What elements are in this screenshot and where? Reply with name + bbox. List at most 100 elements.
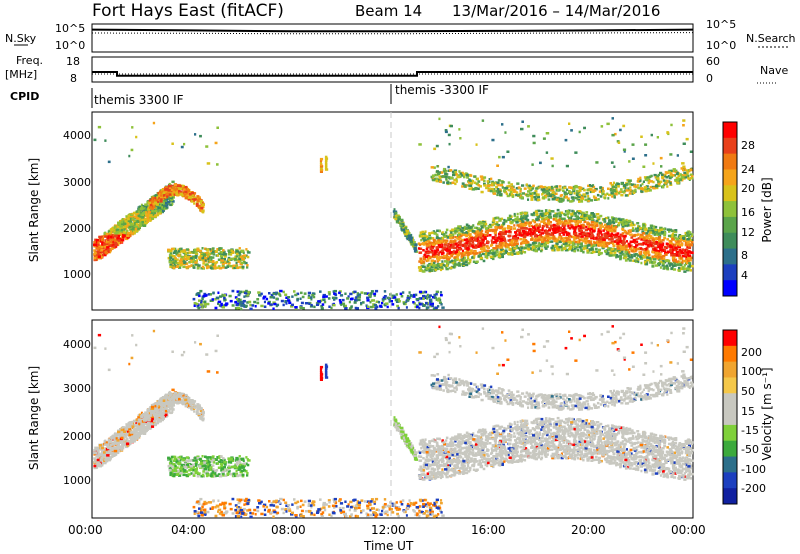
power-echo bbox=[128, 215, 130, 218]
power-echo bbox=[281, 300, 284, 303]
power-echo bbox=[421, 235, 424, 238]
power-echo bbox=[236, 267, 239, 270]
power-echo bbox=[537, 248, 540, 251]
power-echo bbox=[635, 244, 638, 247]
freq-label: Freq. bbox=[16, 54, 43, 67]
power-echo bbox=[531, 213, 534, 216]
power-echo bbox=[200, 207, 203, 210]
power-echo bbox=[212, 298, 215, 301]
power-echo bbox=[138, 210, 140, 213]
power-echo bbox=[499, 246, 502, 249]
power-echo bbox=[393, 296, 396, 299]
power-echo bbox=[689, 231, 692, 234]
power-echo bbox=[435, 269, 437, 272]
power-echo bbox=[521, 220, 524, 223]
power-echo bbox=[646, 256, 649, 259]
power-echo bbox=[587, 228, 589, 231]
power-echo bbox=[406, 230, 410, 233]
power-echo bbox=[223, 297, 226, 300]
power-echo bbox=[451, 260, 454, 263]
power-echo bbox=[493, 223, 495, 226]
power-echo bbox=[585, 237, 588, 240]
power-echo bbox=[646, 259, 650, 262]
power-echo bbox=[528, 229, 531, 232]
power-echo bbox=[609, 226, 613, 229]
power-echo bbox=[321, 307, 324, 310]
power-echo bbox=[461, 230, 464, 233]
power-echo bbox=[459, 244, 462, 247]
frequency-panel-frame bbox=[92, 57, 693, 82]
power-echo bbox=[262, 297, 265, 300]
power-echo bbox=[661, 239, 664, 242]
power-echo bbox=[526, 219, 529, 222]
nsky-series bbox=[92, 30, 693, 32]
freq-top-tick: 18 bbox=[66, 55, 80, 68]
power-echo bbox=[330, 307, 332, 310]
power-echo bbox=[485, 227, 488, 230]
power-echo bbox=[387, 306, 389, 309]
power-echo bbox=[424, 266, 426, 269]
power-echo bbox=[106, 246, 110, 249]
power-echo bbox=[128, 226, 131, 229]
power-echo bbox=[658, 256, 661, 259]
power-echo bbox=[569, 220, 572, 223]
power-echo bbox=[500, 244, 502, 247]
power-echo bbox=[660, 229, 663, 232]
power-echo bbox=[576, 235, 579, 238]
power-echo bbox=[612, 227, 615, 230]
power-echo bbox=[567, 213, 570, 216]
power-echo bbox=[285, 302, 287, 305]
power-echo bbox=[672, 233, 674, 236]
power-echo bbox=[478, 240, 480, 243]
power-echo bbox=[154, 210, 157, 213]
power-echo bbox=[498, 255, 501, 258]
power-echo bbox=[594, 222, 596, 225]
power-echo bbox=[424, 237, 426, 240]
power-echo bbox=[624, 251, 627, 254]
power-echo bbox=[609, 252, 612, 255]
power-echo bbox=[561, 212, 563, 215]
power-echo bbox=[611, 238, 614, 241]
power-echo bbox=[396, 293, 398, 296]
power-echo bbox=[433, 239, 436, 242]
power-echo bbox=[524, 222, 527, 225]
power-echo bbox=[423, 270, 425, 273]
cpid-label: CPID bbox=[10, 90, 39, 103]
power-echo bbox=[474, 246, 477, 249]
power-echo bbox=[666, 238, 669, 241]
power-echo bbox=[539, 223, 541, 226]
power-echo bbox=[607, 197, 609, 200]
power-echo bbox=[187, 190, 190, 193]
power-echo bbox=[234, 258, 237, 261]
power-echo bbox=[676, 264, 680, 267]
power-echo bbox=[127, 232, 129, 235]
power-echo bbox=[372, 299, 375, 302]
power-echo bbox=[461, 259, 464, 262]
power-echo bbox=[472, 237, 474, 240]
power-echo bbox=[517, 229, 520, 232]
power-echo bbox=[532, 242, 534, 245]
power-echo bbox=[670, 249, 672, 252]
power-echo bbox=[596, 220, 599, 223]
power-echo bbox=[540, 250, 543, 253]
power-echo bbox=[418, 247, 420, 250]
power-echo bbox=[104, 235, 107, 238]
power-echo bbox=[264, 301, 266, 304]
power-echo bbox=[205, 257, 207, 260]
power-echo bbox=[616, 234, 618, 237]
power-echo bbox=[335, 297, 337, 300]
power-echo bbox=[132, 228, 135, 231]
power-echo bbox=[414, 247, 417, 250]
power-echo bbox=[563, 218, 566, 221]
power-echo bbox=[674, 259, 676, 262]
power-echo bbox=[640, 238, 642, 241]
power-echo bbox=[538, 244, 540, 247]
power-echo bbox=[559, 241, 562, 244]
power-echo bbox=[97, 251, 100, 254]
power-echo bbox=[517, 253, 520, 256]
nsky-label: N.Sky bbox=[5, 32, 37, 45]
power-echo bbox=[196, 195, 199, 198]
power-echo bbox=[597, 235, 600, 238]
power-echo bbox=[431, 305, 434, 308]
power-echo bbox=[322, 303, 325, 306]
